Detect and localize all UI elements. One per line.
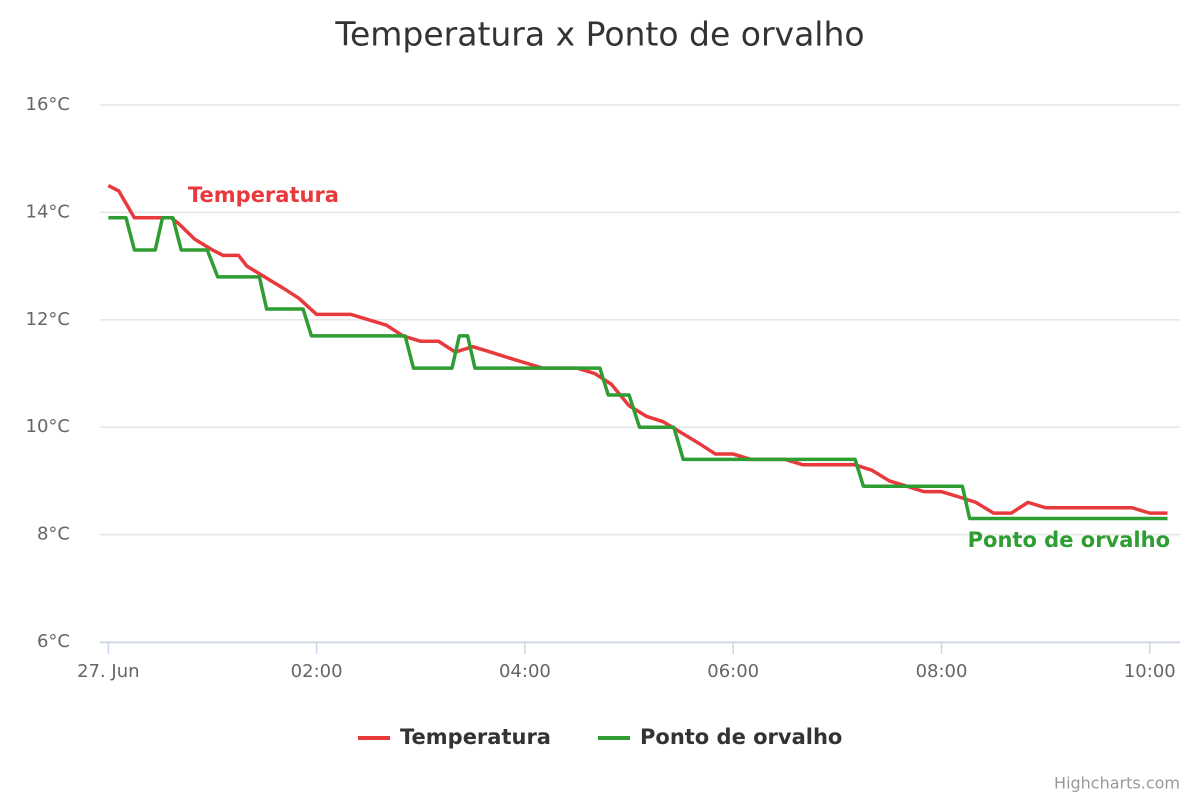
series-label: Temperatura [188, 183, 339, 207]
x-tick-label: 06:00 [707, 661, 759, 682]
x-tick-label: 08:00 [916, 661, 968, 682]
y-tick-label: 8°C [37, 524, 70, 545]
x-tick-label: 02:00 [291, 661, 343, 682]
credits: Highcharts.com [1054, 774, 1180, 793]
chart-title: Temperatura x Ponto de orvalho [334, 15, 864, 54]
y-tick-label: 12°C [26, 309, 70, 330]
series-line [107, 183, 1168, 515]
y-tick-label: 10°C [26, 416, 70, 437]
y-tick-label: 16°C [26, 94, 70, 115]
x-tick-label: 27. Jun [77, 661, 139, 682]
x-tick-label: 04:00 [499, 661, 551, 682]
series-line [108, 216, 1168, 521]
legend-label: Temperatura [400, 725, 551, 749]
legend-label: Ponto de orvalho [640, 725, 842, 749]
y-tick-label: 6°C [37, 631, 70, 652]
series-label: Ponto de orvalho [968, 528, 1170, 552]
x-tick-label: 10:00 [1124, 661, 1176, 682]
y-tick-label: 14°C [26, 201, 70, 222]
